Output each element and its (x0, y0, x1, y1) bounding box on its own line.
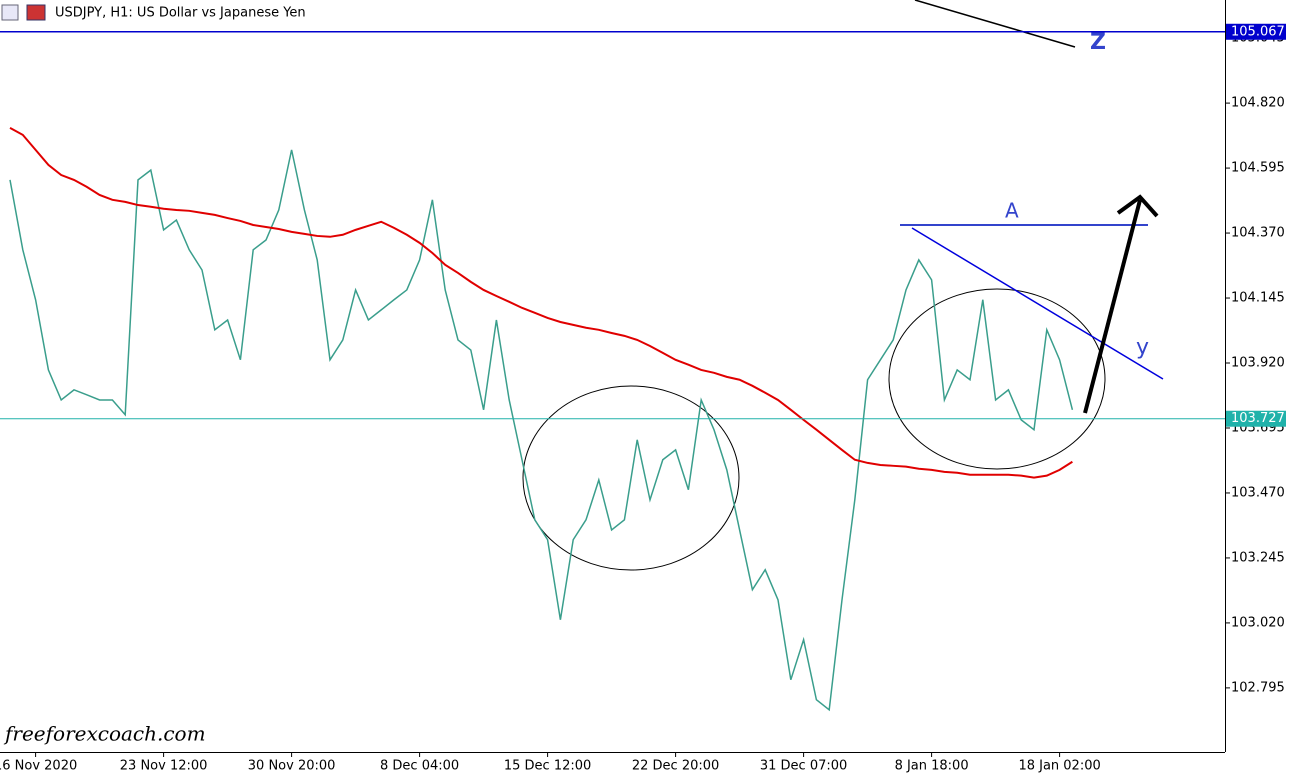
x-tick-label: 22 Dec 20:00 (632, 759, 719, 774)
x-tick-label: 8 Jan 18:00 (895, 759, 969, 774)
x-tick-label: 31 Dec 07:00 (760, 759, 847, 774)
ellipse-drawing (522, 385, 740, 571)
plot-area: Z A y (0, 0, 1225, 712)
icon (26, 4, 46, 21)
annotation: A (1005, 199, 1019, 223)
trendline-drawing (911, 227, 1164, 380)
price-label: 103.727 (1231, 411, 1285, 426)
x-tick-label: 18 Jan 02:00 (1018, 759, 1100, 774)
arrow-head (1116, 194, 1159, 218)
moving-average (9, 127, 1073, 479)
price-line (9, 149, 1074, 712)
x-tick-label: 30 Nov 20:00 (248, 759, 336, 774)
x-tick-label: 23 Nov 12:00 (120, 759, 208, 774)
arrow-drawing (1083, 199, 1142, 414)
price-label: 105.067 (1231, 24, 1285, 39)
icon (1, 4, 19, 21)
annotation: Z (1090, 30, 1106, 55)
ellipse-drawing (888, 288, 1106, 470)
x-tick-label: 15 Dec 12:00 (504, 759, 591, 774)
y-tick-label: 104.595 (1231, 161, 1285, 176)
x-tick-label: 8 Dec 04:00 (380, 759, 459, 774)
y-tick-label: 103.920 (1231, 356, 1285, 371)
trendline-drawing (914, 0, 1076, 48)
y-tick-label: 102.795 (1231, 680, 1285, 695)
chart-title: USDJPY, H1: US Dollar vs Japanese Yen (55, 6, 306, 21)
y-tick-label: 104.820 (1231, 96, 1285, 111)
price-label-box (1226, 23, 1286, 40)
watermark: freeforexcoach.com (3, 722, 206, 746)
x-tick-label: 16 Nov 2020 (0, 759, 77, 774)
annotation: y (1136, 335, 1149, 360)
y-tick-label: 103.470 (1231, 485, 1285, 500)
y-tick-label: 103.245 (1231, 550, 1285, 565)
y-tick-label: 104.145 (1231, 291, 1285, 306)
price-label-box (1226, 410, 1286, 427)
y-tick-label: 104.370 (1231, 226, 1285, 241)
y-tick-label: 103.020 (1231, 615, 1285, 630)
